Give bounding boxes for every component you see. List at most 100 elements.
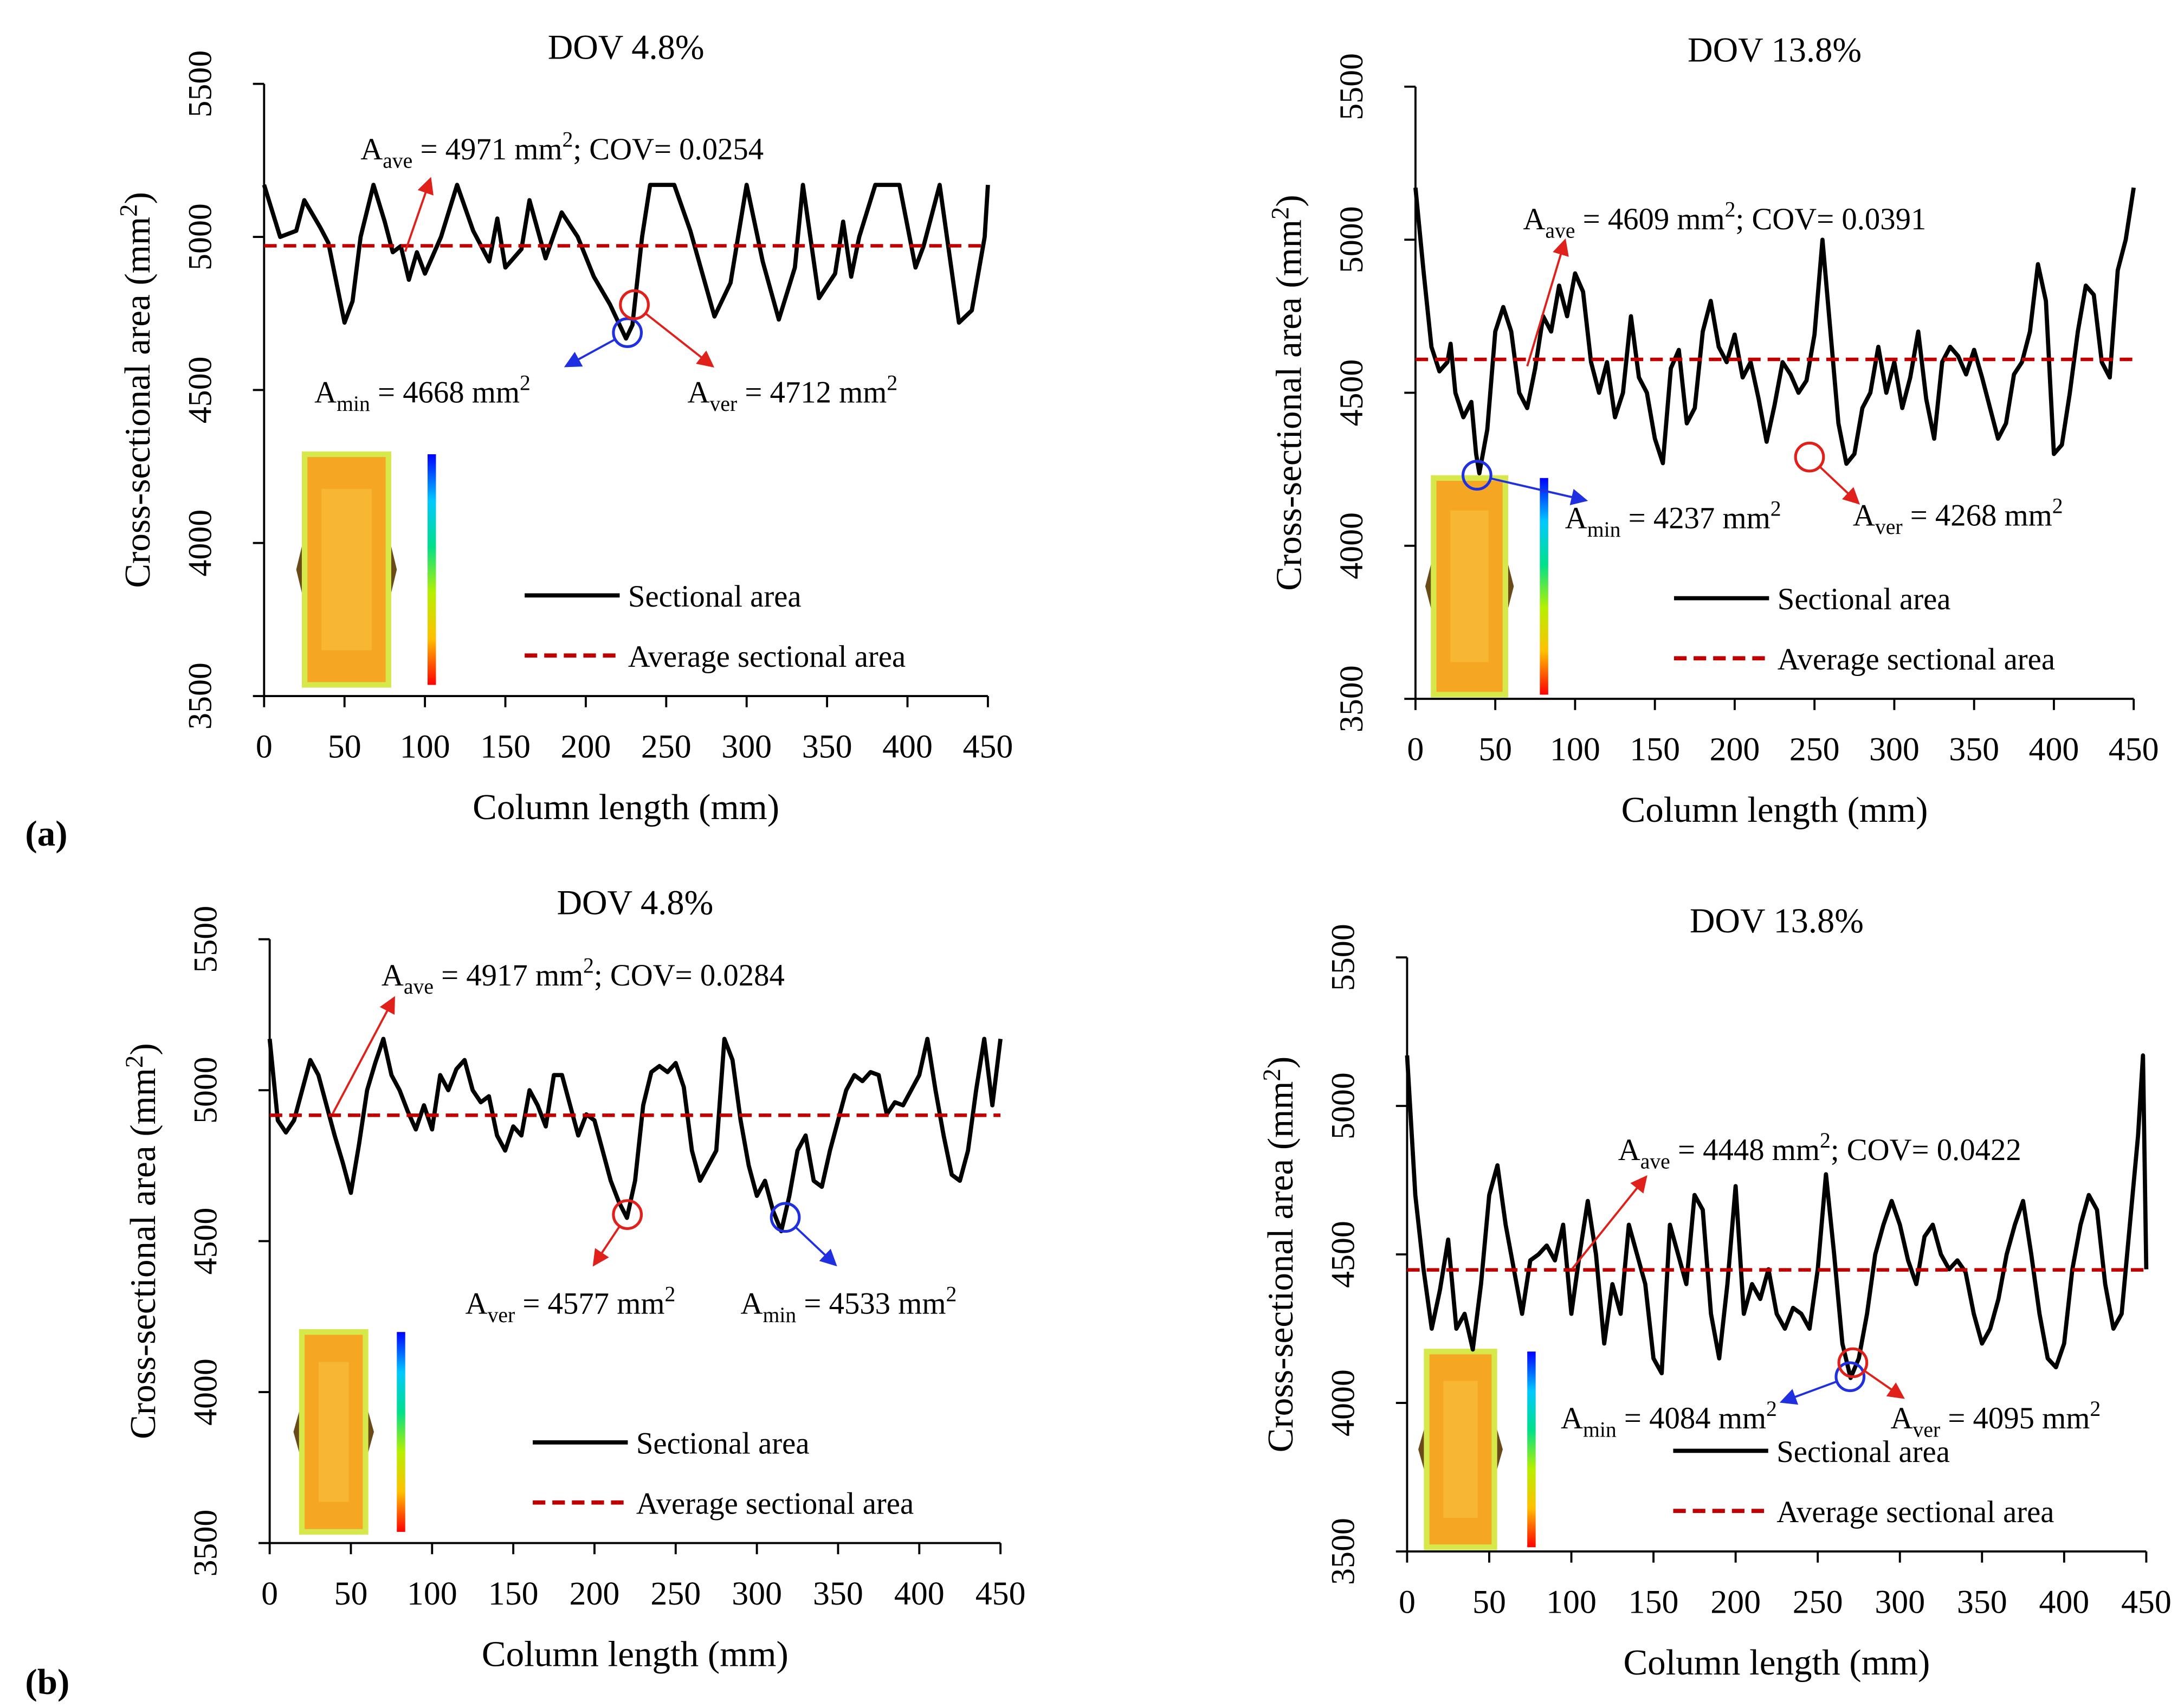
- annotation: Aver = 4268 mm2: [1853, 494, 2063, 539]
- annotation: Amin = 4533 mm2: [741, 1282, 957, 1327]
- x-tick-label: 50: [1472, 1583, 1506, 1620]
- y-axis-label-part: Cross-sectional area (mm: [123, 1068, 163, 1439]
- x-tick-label: 150: [480, 728, 531, 765]
- annotation: Aver = 4095 mm2: [1891, 1397, 2101, 1442]
- annotation-part: = 4917 mm: [434, 958, 583, 993]
- highlight-circle: [1837, 1347, 1869, 1379]
- annotation-part: 2: [1820, 1129, 1831, 1152]
- area-line: [262, 183, 990, 341]
- x-tick-label: 250: [1789, 731, 1840, 768]
- annotation-part: A: [382, 958, 404, 993]
- y-axis-label: Cross-sectional area (mm2): [1258, 1057, 1301, 1453]
- x-tick-label: 150: [488, 1575, 539, 1612]
- y-tick-label: 4500: [182, 357, 218, 424]
- x-tick-label: 300: [732, 1575, 782, 1612]
- y-tick-label: 5500: [182, 50, 218, 118]
- annotation-arrow: [1864, 1370, 1905, 1399]
- annotation-part: ; COV= 0.0422: [1831, 1133, 2021, 1167]
- x-tick-label: 150: [1629, 1583, 1679, 1620]
- y-tick-label: 5000: [182, 203, 218, 270]
- x-tick-label: 300: [721, 728, 772, 765]
- annotation-part: = 4712 mm: [737, 376, 887, 410]
- y-tick-label: 5000: [1333, 206, 1370, 273]
- x-tick-label: 0: [1399, 1583, 1416, 1620]
- x-tick-label: 100: [1546, 1583, 1597, 1620]
- annotation-part: = 4237 mm: [1620, 501, 1770, 536]
- x-tick-label: 200: [1710, 1583, 1761, 1620]
- legend-label: Average sectional area: [636, 1486, 914, 1521]
- annotation-part: A: [1561, 1401, 1583, 1435]
- x-tick-label: 350: [1949, 731, 1999, 768]
- annotation-part: min: [1583, 1418, 1617, 1442]
- annotation-part: 2: [887, 371, 897, 395]
- x-tick-label: 0: [256, 728, 273, 765]
- annotation-part: min: [1587, 518, 1621, 542]
- x-axis-label: Column length (mm): [1623, 1642, 1930, 1683]
- area-line: [1413, 187, 2136, 475]
- chart-title: DOV 4.8%: [548, 28, 705, 66]
- annotation-arrow: [1526, 238, 1569, 367]
- y-tick-label: 4500: [1324, 1221, 1361, 1288]
- annotation-part: A: [1565, 501, 1587, 536]
- annotation-part: ; COV= 0.0391: [1736, 202, 1927, 236]
- x-tick-label: 300: [1875, 1583, 1925, 1620]
- annotation-part: = 4448 mm: [1670, 1133, 1820, 1167]
- annotation-part: A: [1618, 1133, 1640, 1167]
- legend-label: Average sectional area: [1776, 1495, 2054, 1529]
- annotation-part: 2: [520, 371, 531, 395]
- x-tick-label: 100: [407, 1575, 457, 1612]
- y-axis-label-part: ): [118, 192, 158, 204]
- x-tick-label: 100: [1550, 731, 1600, 768]
- y-axis-label-part: Cross-sectional area (mm: [1261, 1081, 1301, 1453]
- annotation-arrow: [1779, 1380, 1838, 1405]
- area-line: [1405, 1053, 2149, 1380]
- annotation-part: 2: [664, 1282, 675, 1306]
- x-tick-label: 400: [882, 728, 933, 765]
- legend-label: Sectional area: [1776, 1435, 1950, 1469]
- annotation: Aver = 4577 mm2: [466, 1282, 676, 1327]
- x-tick-label: 450: [963, 728, 1013, 765]
- y-axis-label: Cross-sectional area (mm2): [115, 192, 158, 588]
- annotation-arrow: [564, 338, 616, 368]
- inset-core: [321, 488, 372, 650]
- annotation-part: A: [1523, 202, 1545, 236]
- inset-colorbar: [1527, 1351, 1536, 1548]
- y-tick-label: 4000: [182, 510, 218, 577]
- annotation-part: 2: [562, 128, 573, 152]
- x-tick-label: 450: [975, 1575, 1026, 1612]
- annotation: Aver = 4712 mm2: [688, 371, 898, 416]
- annotation: Aave = 4609 mm2; COV= 0.0391: [1523, 198, 1926, 243]
- y-tick-label: 3500: [1324, 1518, 1361, 1585]
- highlight-circle: [1834, 1361, 1866, 1393]
- y-tick-label: 5500: [1333, 53, 1370, 120]
- y-tick-label: 5000: [1324, 1072, 1361, 1139]
- legend-label: Sectional area: [628, 579, 802, 614]
- annotation-part: A: [741, 1287, 763, 1321]
- annotation-part: = 4668 mm: [370, 376, 520, 410]
- chart-title: DOV 13.8%: [1690, 901, 1864, 940]
- x-tick-label: 200: [570, 1575, 620, 1612]
- panel-label: (b): [25, 1662, 69, 1702]
- x-tick-label: 50: [328, 728, 361, 765]
- y-axis-label-part: 2: [115, 204, 143, 216]
- x-tick-label: 150: [1630, 731, 1680, 768]
- annotation-arrow: [404, 177, 434, 252]
- annotation-part: ave: [404, 975, 434, 999]
- highlight-circle: [1461, 460, 1492, 491]
- annotation-part: min: [763, 1303, 797, 1327]
- y-axis-label-part: 2: [120, 1055, 148, 1068]
- annotation-part: 2: [946, 1282, 957, 1306]
- x-tick-label: 250: [1793, 1583, 1843, 1620]
- y-tick-label: 5500: [1324, 924, 1361, 991]
- x-tick-label: 450: [2109, 731, 2159, 768]
- x-tick-label: 450: [2121, 1583, 2172, 1620]
- x-tick-label: 0: [261, 1575, 278, 1612]
- x-axis-label: Column length (mm): [482, 1634, 789, 1674]
- y-axis-label-part: Cross-sectional area (mm: [1269, 220, 1309, 591]
- x-tick-label: 100: [400, 728, 450, 765]
- x-tick-label: 400: [894, 1575, 945, 1612]
- x-axis-label: Column length (mm): [1621, 790, 1928, 830]
- annotation: Amin = 4668 mm2: [314, 371, 531, 416]
- annotation-part: ave: [1545, 218, 1575, 242]
- y-tick-label: 4500: [188, 1208, 224, 1275]
